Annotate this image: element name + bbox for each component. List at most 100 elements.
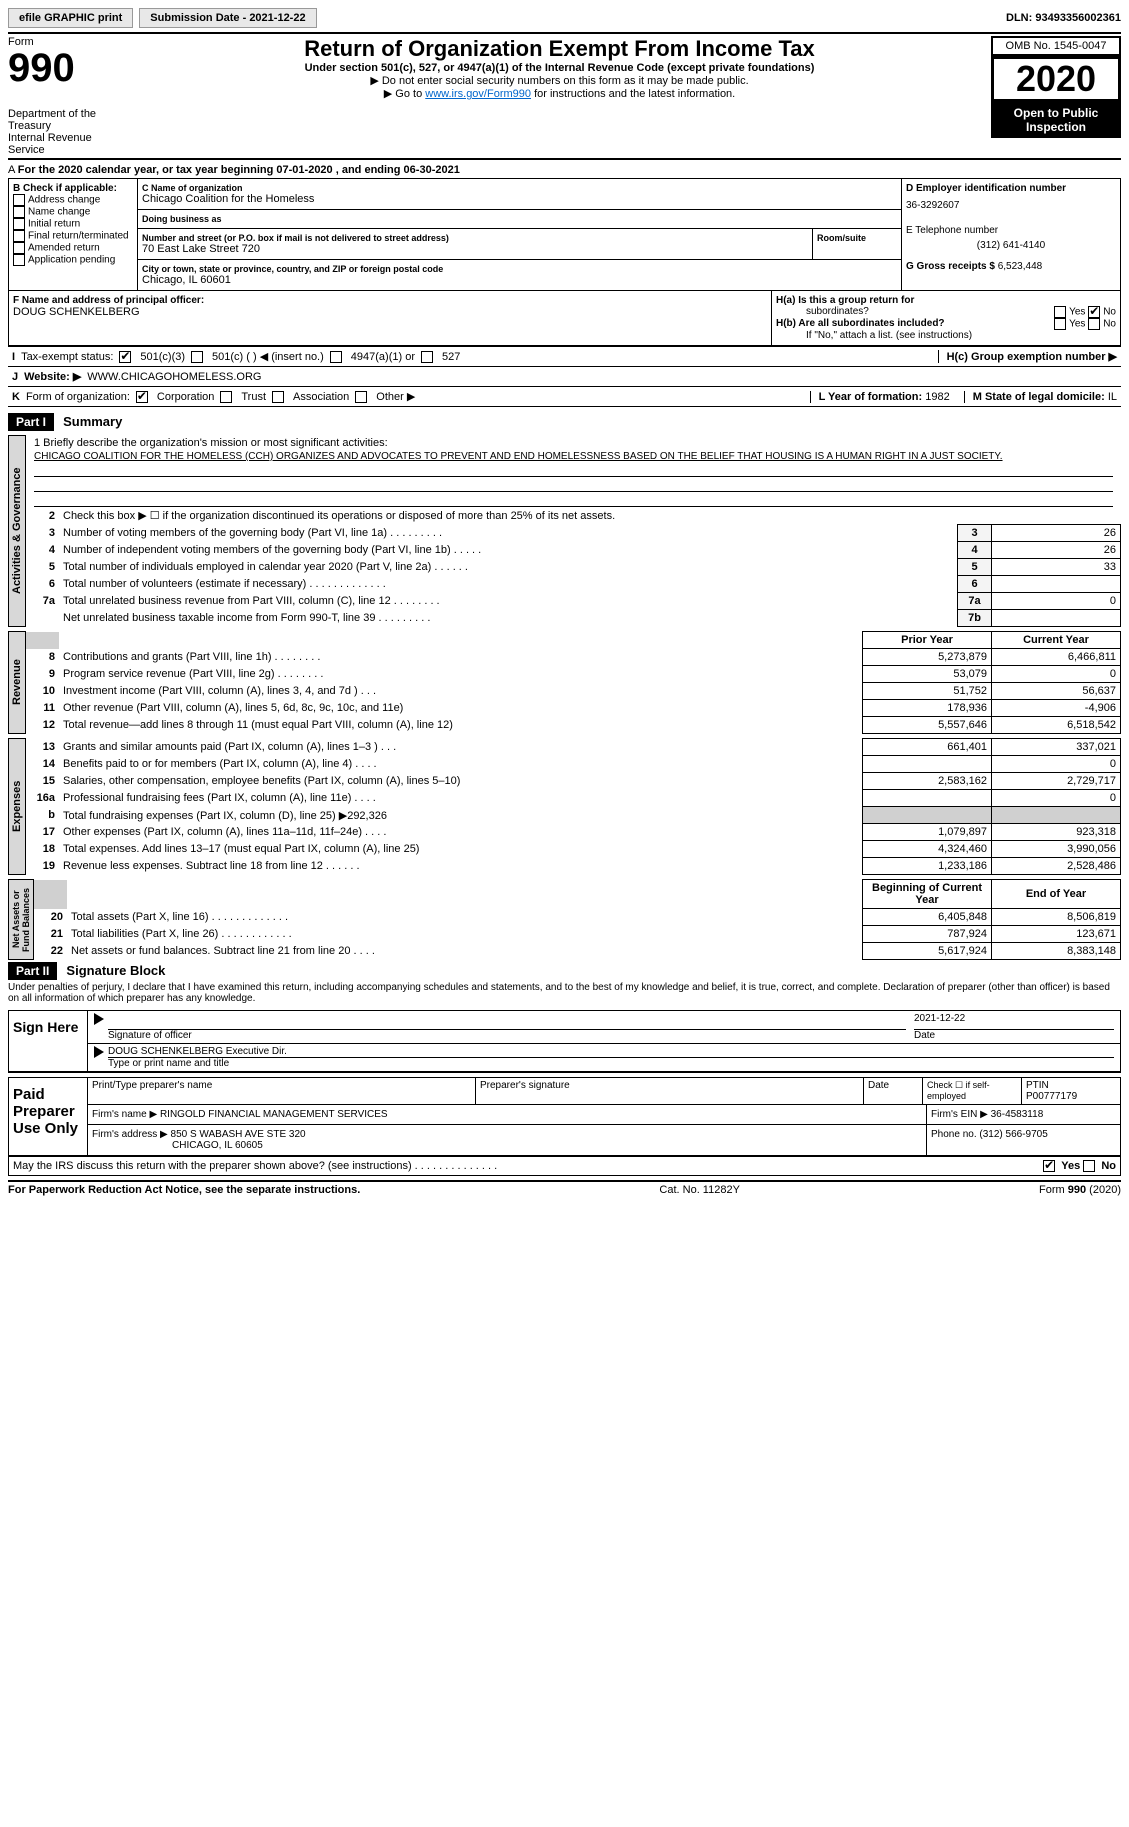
- table-row: 10Investment income (Part VIII, column (…: [26, 683, 1121, 700]
- table-row: Net unrelated business taxable income fr…: [26, 610, 1121, 627]
- box-b-checkbox[interactable]: [13, 194, 25, 206]
- irs-link[interactable]: www.irs.gov/Form990: [425, 88, 531, 100]
- hb-yes-checkbox[interactable]: [1054, 318, 1066, 330]
- submission-date-button[interactable]: Submission Date - 2021-12-22: [139, 8, 316, 28]
- expenses-table: 13Grants and similar amounts paid (Part …: [26, 738, 1121, 875]
- box-b-checkbox[interactable]: [13, 254, 25, 266]
- box-b-item: Amended return: [13, 242, 133, 254]
- box-b-checkbox[interactable]: [13, 242, 25, 254]
- sign-here-label: Sign Here: [9, 1011, 88, 1071]
- h-a2: subordinates?: [776, 306, 869, 318]
- arrow-icon: [94, 1013, 104, 1025]
- trust-checkbox[interactable]: [220, 391, 232, 403]
- discuss-yes-checkbox[interactable]: [1043, 1160, 1055, 1172]
- firm-name-label: Firm's name ▶: [92, 1109, 157, 1120]
- dept-label: Department of the Treasury Internal Reve…: [8, 108, 128, 156]
- tax-exempt-row: I Tax-exempt status: 501(c)(3) 501(c) ( …: [8, 346, 1121, 366]
- signature-label: Signature of officer: [108, 1030, 906, 1041]
- cat-no: Cat. No. 11282Y: [659, 1184, 740, 1196]
- discuss-no-checkbox[interactable]: [1083, 1160, 1095, 1172]
- part-1-title: Summary: [57, 414, 122, 429]
- efile-button[interactable]: efile GRAPHIC print: [8, 8, 133, 28]
- form-header: Form 990 Department of the Treasury Inte…: [8, 36, 1121, 156]
- open-to-public: Open to Public Inspection: [991, 102, 1121, 138]
- table-row: 16aProfessional fundraising fees (Part I…: [26, 790, 1121, 807]
- gross-receipts: G Gross receipts $ 6,523,448: [906, 261, 1116, 272]
- opt-other: Other ▶: [376, 390, 415, 403]
- other-checkbox[interactable]: [355, 391, 367, 403]
- hb-no-checkbox[interactable]: [1088, 318, 1100, 330]
- table-row: 6Total number of volunteers (estimate if…: [26, 576, 1121, 593]
- box-b-checkbox[interactable]: [13, 206, 25, 218]
- officer-print-name: DOUG SCHENKELBERG Executive Dir.: [108, 1046, 1114, 1058]
- form-org-label: Form of organization:: [26, 391, 130, 403]
- subtitle-1: Under section 501(c), 527, or 4947(a)(1)…: [136, 62, 983, 74]
- table-row: 4Number of independent voting members of…: [26, 542, 1121, 559]
- h-b: H(b) Are all subordinates included?: [776, 318, 945, 330]
- table-row: 2Check this box ▶ ☐ if the organization …: [26, 507, 1121, 525]
- table-header: Beginning of Current YearEnd of Year: [34, 880, 1121, 909]
- 501c-checkbox[interactable]: [191, 351, 203, 363]
- perjury-text: Under penalties of perjury, I declare th…: [8, 980, 1121, 1006]
- opt-4947: 4947(a)(1) or: [351, 351, 415, 363]
- top-bar: efile GRAPHIC print Submission Date - 20…: [8, 8, 1121, 28]
- room-label: Room/suite: [817, 233, 897, 243]
- governance-table: 2Check this box ▶ ☐ if the organization …: [26, 507, 1121, 627]
- sign-date: 2021-12-22: [914, 1013, 1114, 1030]
- firm-ein: 36-4583118: [991, 1109, 1044, 1120]
- opt-corp: Corporation: [157, 391, 214, 403]
- table-row: 7aTotal unrelated business revenue from …: [26, 593, 1121, 610]
- box-b-item: Final return/terminated: [13, 230, 133, 242]
- prep-name-label: Print/Type preparer's name: [88, 1078, 476, 1104]
- table-row: 13Grants and similar amounts paid (Part …: [26, 739, 1121, 756]
- firm-addr2: CHICAGO, IL 60605: [92, 1140, 922, 1151]
- table-row: 12Total revenue—add lines 8 through 11 (…: [26, 717, 1121, 734]
- street-label: Number and street (or P.O. box if mail i…: [142, 233, 808, 243]
- opt-501c3: 501(c)(3): [140, 351, 185, 363]
- 501c3-checkbox[interactable]: [119, 351, 131, 363]
- side-activities-governance: Activities & Governance: [8, 435, 26, 627]
- tax-exempt-label: Tax-exempt status:: [21, 351, 113, 363]
- table-row: 3Number of voting members of the governi…: [26, 525, 1121, 542]
- ptin-value: P00777179: [1026, 1091, 1116, 1102]
- box-b: B Check if applicable: Address changeNam…: [9, 179, 138, 290]
- opt-527: 527: [442, 351, 460, 363]
- form-ref: Form 990 (2020): [1039, 1184, 1121, 1196]
- 527-checkbox[interactable]: [421, 351, 433, 363]
- box-b-checkbox[interactable]: [13, 230, 25, 242]
- paid-preparer-block: Paid Preparer Use Only Print/Type prepar…: [8, 1077, 1121, 1157]
- form-title: Return of Organization Exempt From Incom…: [136, 36, 983, 62]
- opt-trust: Trust: [241, 391, 266, 403]
- phone-value: (312) 641-4140: [906, 236, 1116, 261]
- dba-label: Doing business as: [142, 214, 897, 224]
- ha-no-checkbox[interactable]: [1088, 306, 1100, 318]
- box-b-item: Application pending: [13, 254, 133, 266]
- table-row: bTotal fundraising expenses (Part IX, co…: [26, 807, 1121, 824]
- page-footer: For Paperwork Reduction Act Notice, see …: [8, 1180, 1121, 1198]
- box-c: C Name of organization Chicago Coalition…: [138, 179, 902, 290]
- box-b-item: Initial return: [13, 218, 133, 230]
- print-name-label: Type or print name and title: [108, 1058, 1114, 1069]
- discuss-text: May the IRS discuss this return with the…: [13, 1160, 497, 1172]
- paid-preparer-label: Paid Preparer Use Only: [9, 1078, 88, 1155]
- box-b-checkbox[interactable]: [13, 218, 25, 230]
- city-value: Chicago, IL 60601: [142, 274, 897, 286]
- ha-yes-checkbox[interactable]: [1054, 306, 1066, 318]
- tax-period: A For the 2020 calendar year, or tax yea…: [8, 162, 1121, 178]
- opt-assoc: Association: [293, 391, 349, 403]
- table-row: 22Net assets or fund balances. Subtract …: [34, 943, 1121, 960]
- website-label: Website: ▶: [24, 370, 81, 383]
- inspect-2: Inspection: [997, 120, 1115, 134]
- city-label: City or town, state or province, country…: [142, 264, 897, 274]
- part-2-title: Signature Block: [60, 963, 165, 978]
- assoc-checkbox[interactable]: [272, 391, 284, 403]
- box-b-item: Name change: [13, 206, 133, 218]
- corp-checkbox[interactable]: [136, 391, 148, 403]
- table-row: 19Revenue less expenses. Subtract line 1…: [26, 858, 1121, 875]
- part-2-header: Part II Signature Block: [8, 962, 1121, 980]
- 4947-checkbox[interactable]: [330, 351, 342, 363]
- firm-addr1: 850 S WABASH AVE STE 320: [171, 1129, 306, 1140]
- website-value: WWW.CHICAGOHOMELESS.ORG: [87, 371, 261, 383]
- side-revenue: Revenue: [8, 631, 26, 734]
- table-row: 17Other expenses (Part IX, column (A), l…: [26, 824, 1121, 841]
